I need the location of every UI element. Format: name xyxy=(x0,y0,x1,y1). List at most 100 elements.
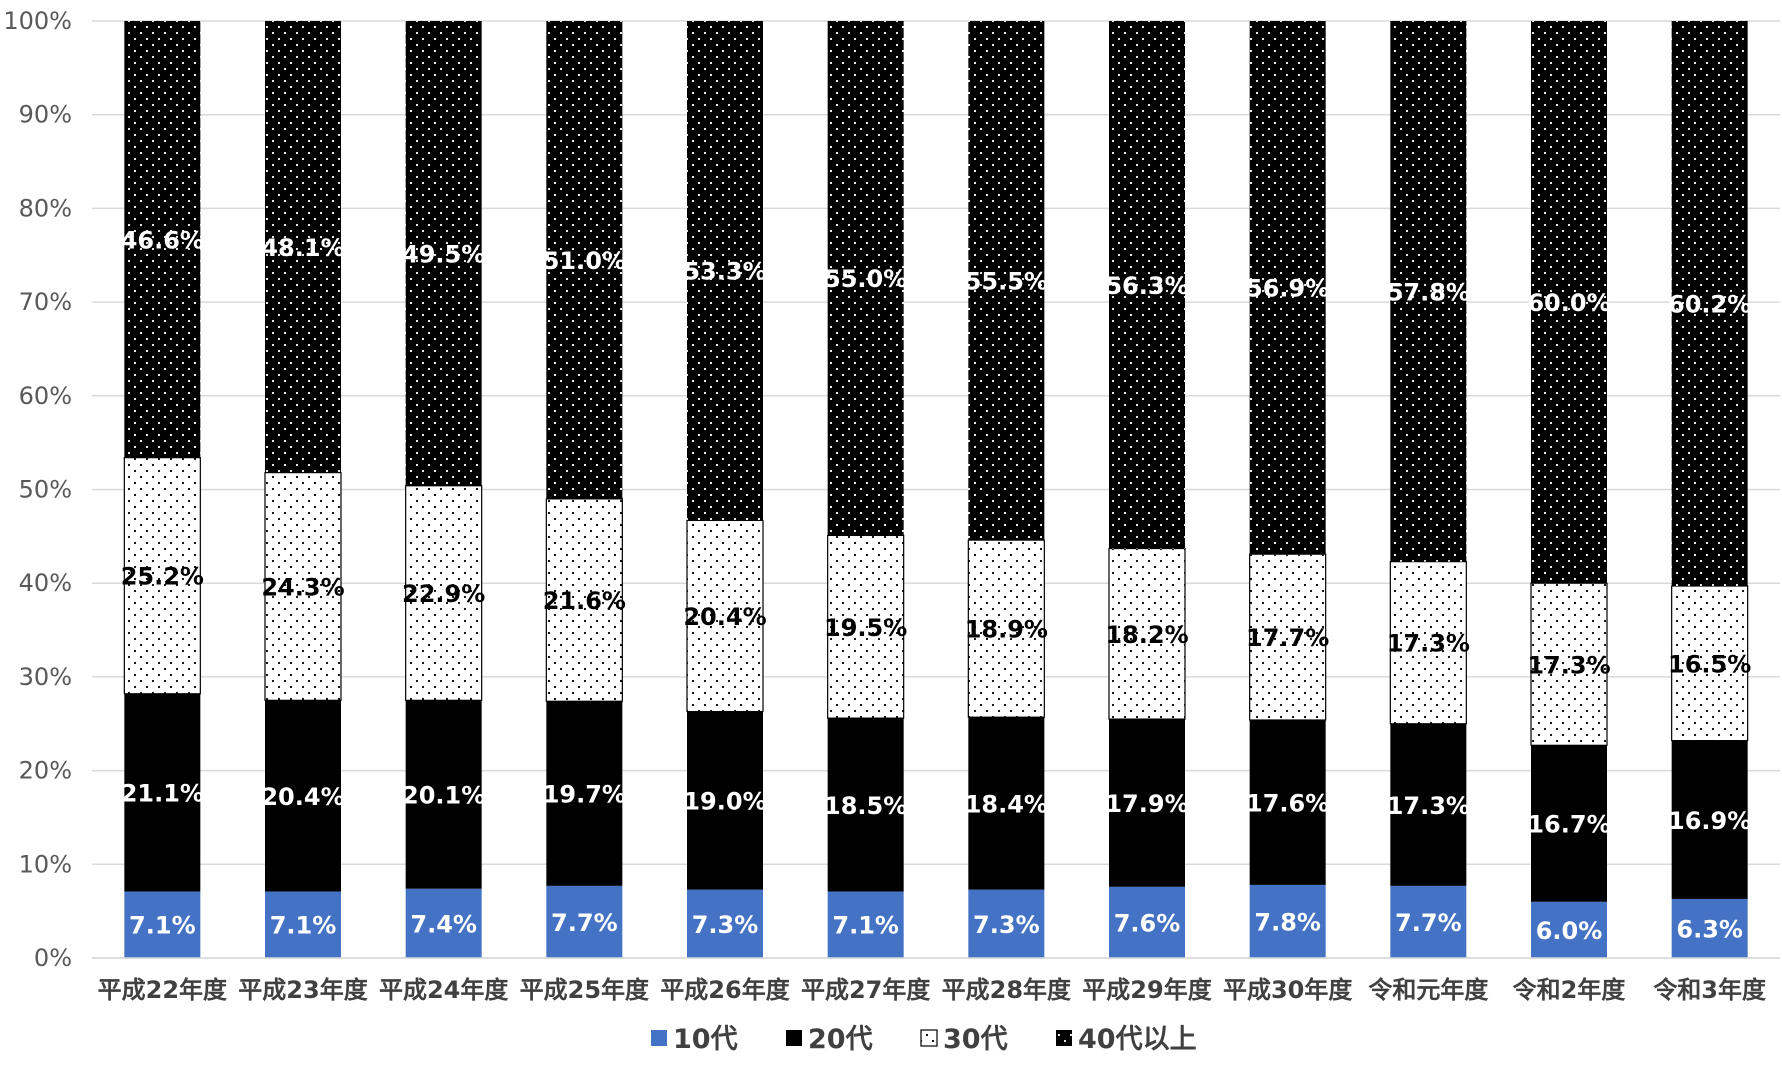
bar-segment xyxy=(265,21,341,473)
bar-segment xyxy=(545,498,623,702)
data-label: 7.3% xyxy=(973,911,1040,939)
x-tick-label: 令和3年度 xyxy=(1653,976,1767,1004)
x-tick-label: 平成22年度 xyxy=(98,976,228,1004)
bar-segment xyxy=(827,718,904,892)
bar-segment xyxy=(1531,745,1607,902)
bar-segment xyxy=(546,885,623,958)
bar-segment xyxy=(124,891,201,958)
data-label: 46.6% xyxy=(121,226,204,254)
data-label: 20.4% xyxy=(683,603,766,631)
data-label: 20.1% xyxy=(402,781,485,809)
bar-segment xyxy=(1109,719,1185,887)
data-label: 24.3% xyxy=(261,573,344,601)
bar-segment xyxy=(405,888,482,958)
x-axis: 平成22年度 平成23年度 平成24年度 平成25年度 平成26年度 平成27年度 平成28… xyxy=(92,957,1780,1004)
data-label: 55.5% xyxy=(965,268,1048,296)
data-label: 17.7% xyxy=(1246,624,1329,652)
data-label: 17.3% xyxy=(1527,651,1610,679)
y-tick-label: 100% xyxy=(3,7,72,35)
data-label: 17.9% xyxy=(1105,790,1188,818)
x-tick-label: 平成26年度 xyxy=(660,976,790,1004)
legend-label: 20代 xyxy=(808,1024,873,1055)
bar-segment xyxy=(687,889,763,958)
bar-segment xyxy=(687,21,763,521)
bar-segment xyxy=(123,457,201,695)
y-tick-label: 0% xyxy=(34,944,72,972)
bar-segment xyxy=(1249,553,1327,721)
data-label: 21.6% xyxy=(543,587,626,615)
bar-segment xyxy=(968,21,1045,541)
legend-swatch xyxy=(920,1029,938,1047)
bar-segment xyxy=(968,889,1045,958)
data-label: 6.3% xyxy=(1676,915,1743,943)
legend-label: 10代 xyxy=(673,1024,738,1055)
y-tick-label: 80% xyxy=(19,194,72,222)
data-label: 22.9% xyxy=(402,580,485,608)
bar-segment xyxy=(827,21,904,536)
bar-segment xyxy=(827,891,904,958)
x-tick-label: 平成30年度 xyxy=(1223,976,1353,1004)
data-label: 7.4% xyxy=(410,910,477,938)
x-tick-label: 平成23年度 xyxy=(238,976,368,1004)
bar-segment xyxy=(405,485,483,701)
data-label: 19.7% xyxy=(543,781,626,809)
x-tick-label: 平成25年度 xyxy=(520,976,650,1004)
y-tick-label: 70% xyxy=(19,288,72,316)
data-label: 56.9% xyxy=(1246,275,1329,303)
bar-segment xyxy=(546,701,623,886)
x-tick-label: 平成27年度 xyxy=(801,976,931,1004)
data-label: 17.3% xyxy=(1387,792,1470,820)
y-tick-label: 50% xyxy=(19,476,72,504)
data-label: 25.2% xyxy=(121,563,204,591)
x-tick-label: 平成24年度 xyxy=(379,976,509,1004)
bar-segment xyxy=(405,21,482,486)
bar-segment xyxy=(1671,898,1748,958)
x-tick-label: 令和元年度 xyxy=(1368,976,1489,1004)
bar-segment xyxy=(1249,21,1326,555)
legend-label: 40代以上 xyxy=(1078,1024,1197,1055)
data-label: 49.5% xyxy=(402,240,485,268)
data-label: 16.5% xyxy=(1668,650,1751,678)
bar-segment xyxy=(1390,723,1467,886)
x-tick-label: 平成29年度 xyxy=(1082,976,1212,1004)
data-label: 17.6% xyxy=(1246,789,1329,817)
bar-segment xyxy=(1671,740,1748,899)
data-label: 21.1% xyxy=(121,780,204,808)
data-label: 7.1% xyxy=(832,912,899,940)
data-label: 17.3% xyxy=(1387,630,1470,658)
bar-segment xyxy=(968,717,1045,890)
bar-segment xyxy=(687,711,763,890)
bar-segment xyxy=(686,519,764,713)
bars xyxy=(123,21,1749,958)
data-label: 48.1% xyxy=(261,234,344,262)
x-tick-label: 令和2年度 xyxy=(1513,976,1627,1004)
data-label: 7.7% xyxy=(1395,909,1462,937)
legend: 10代 20代 30代 40代以上 xyxy=(651,1024,1197,1055)
bar-segment xyxy=(1390,21,1467,562)
data-label: 18.2% xyxy=(1105,621,1188,649)
data-label: 55.0% xyxy=(824,265,907,293)
data-label: 6.0% xyxy=(1536,917,1603,945)
data-label: 19.0% xyxy=(683,788,766,816)
legend-swatch xyxy=(786,1030,802,1046)
data-label: 19.5% xyxy=(824,614,907,642)
data-label: 7.3% xyxy=(692,911,759,939)
y-tick-label: 90% xyxy=(19,101,72,129)
bar-segment xyxy=(405,700,482,889)
data-label: 56.3% xyxy=(1105,272,1188,300)
bar-segment xyxy=(1671,585,1749,742)
y-tick-label: 40% xyxy=(19,569,72,597)
y-tick-label: 20% xyxy=(19,757,72,785)
y-tick-label: 30% xyxy=(19,663,72,691)
data-label: 18.4% xyxy=(965,790,1048,818)
data-label: 7.6% xyxy=(1114,909,1181,937)
legend-swatch xyxy=(1056,1030,1072,1046)
x-tick-label: 平成28年度 xyxy=(942,976,1072,1004)
data-label: 7.1% xyxy=(129,912,196,940)
bar-segment xyxy=(1108,547,1186,720)
legend-swatch xyxy=(651,1030,667,1046)
data-labels: 7.1% 21.1% 25.2% 46.6% 7.1% 20.4% 24.3% 48.1% 7.… xyxy=(121,226,1752,945)
data-label: 60.0% xyxy=(1527,289,1610,317)
y-tick-label: 60% xyxy=(19,382,72,410)
bar-segment xyxy=(967,539,1045,718)
